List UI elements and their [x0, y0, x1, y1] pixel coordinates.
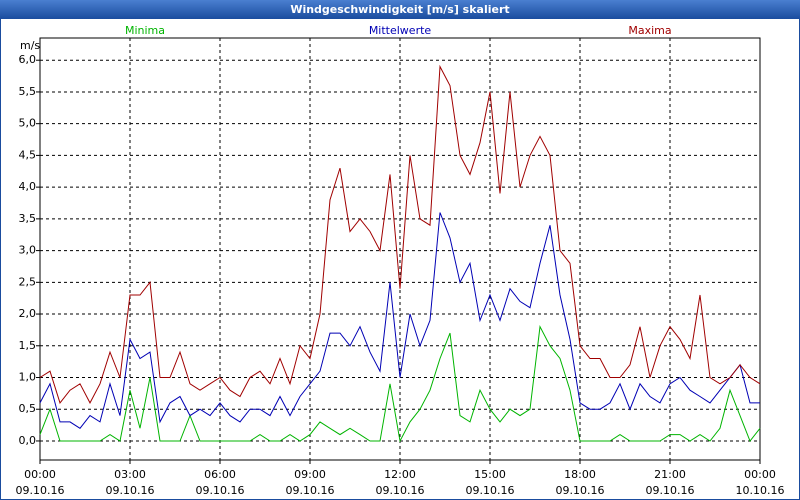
x-tick-date: 09.10.16: [196, 484, 245, 497]
x-tick-label: 06:00: [204, 468, 236, 481]
x-tick-label: 21:00: [654, 468, 686, 481]
y-tick-label: 2,5: [19, 275, 37, 288]
y-tick-label: 0,0: [19, 434, 37, 447]
series-line: [39, 325, 761, 443]
legend-label: Minima: [125, 24, 165, 37]
x-tick-label: 00:00: [744, 468, 776, 481]
y-tick-label: 4,0: [19, 180, 37, 193]
y-axis-label: m/s: [20, 39, 40, 52]
y-tick-label: 5,0: [19, 117, 37, 130]
y-tick-label: 6,0: [19, 53, 37, 66]
x-tick-label: 18:00: [564, 468, 596, 481]
x-tick-date: 10.10.16: [736, 484, 785, 497]
x-tick-date: 09.10.16: [376, 484, 425, 497]
x-tick-label: 09:00: [294, 468, 326, 481]
y-tick-label: 5,5: [19, 85, 37, 98]
x-tick-label: 15:00: [474, 468, 506, 481]
y-tick-label: 3,5: [19, 212, 37, 225]
chart-title: Windgeschwindigkeit [m/s] skaliert: [290, 3, 509, 16]
y-tick-label: 1,0: [19, 371, 37, 384]
title-bar: [0, 0, 800, 19]
legend-label: Mittelwerte: [369, 24, 432, 37]
x-tick-date: 09.10.16: [286, 484, 335, 497]
series-line: [39, 212, 760, 429]
y-tick-label: 0,5: [19, 402, 37, 415]
x-tick-date: 09.10.16: [106, 484, 155, 497]
y-tick-label: 4,5: [19, 148, 37, 161]
legend-label: Maxima: [628, 24, 671, 37]
x-tick-date: 09.10.16: [16, 484, 65, 497]
y-tick-label: 2,0: [19, 307, 37, 320]
y-tick-label: 3,0: [19, 244, 37, 257]
series-line: [39, 64, 761, 404]
x-tick-date: 09.10.16: [556, 484, 605, 497]
x-tick-label: 03:00: [114, 468, 146, 481]
x-tick-date: 09.10.16: [646, 484, 695, 497]
x-tick-label: 12:00: [384, 468, 416, 481]
y-tick-label: 1,5: [19, 339, 37, 352]
x-tick-label: 00:00: [24, 468, 56, 481]
x-tick-date: 09.10.16: [466, 484, 515, 497]
